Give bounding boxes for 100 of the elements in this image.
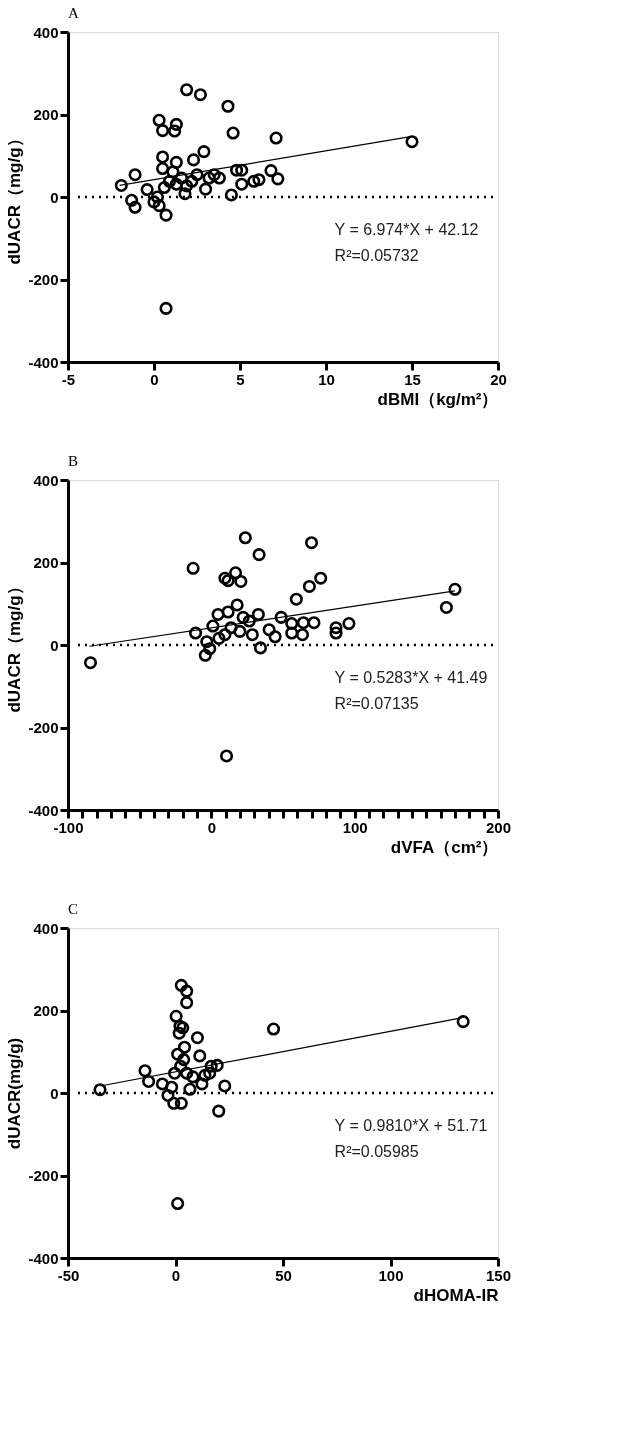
point (307, 616, 321, 630)
point (83, 656, 98, 670)
point (156, 124, 170, 138)
point (183, 1082, 197, 1096)
point (229, 566, 243, 580)
point (285, 626, 299, 640)
point (150, 190, 164, 204)
chart-title: A (68, 5, 79, 21)
chart-title: B (68, 453, 79, 469)
point (329, 626, 343, 640)
point (211, 607, 225, 622)
point (252, 173, 266, 187)
y-tick-label: -400 (28, 801, 59, 819)
x-axis-title: dBMI（kg/m²） (377, 389, 499, 409)
point (329, 621, 343, 635)
point (169, 117, 183, 131)
point (252, 548, 266, 562)
y-tick-label: -200 (28, 1167, 59, 1184)
point (174, 171, 189, 185)
point (138, 1064, 152, 1078)
point (269, 131, 283, 145)
point (193, 1049, 207, 1063)
y-tick-label: -200 (28, 271, 59, 288)
annotation: Y = 0.5283*X + 41.49 (334, 669, 488, 686)
point (212, 1104, 226, 1118)
annotation: Y = 0.9810*X + 51.71 (334, 1117, 488, 1134)
y-tick-label: -400 (28, 353, 59, 371)
x-tick-label: 0 (171, 1266, 181, 1284)
x-tick-label: 50 (275, 1266, 292, 1284)
point (285, 617, 299, 631)
point (93, 1083, 107, 1097)
x-tick-label: 20 (490, 370, 507, 388)
point (210, 1058, 224, 1072)
point (314, 571, 328, 585)
point (212, 171, 226, 185)
point (190, 1031, 204, 1045)
point (169, 1009, 183, 1023)
y-tick-label: 200 (33, 554, 59, 571)
point (207, 168, 221, 182)
point (185, 174, 199, 188)
x-tick-label: 0 (150, 370, 159, 388)
point (152, 113, 166, 127)
point (174, 1059, 188, 1073)
y-tick-label: 0 (50, 188, 59, 206)
point (189, 626, 203, 640)
point (162, 174, 177, 188)
point (274, 610, 288, 624)
point (235, 177, 249, 191)
point (114, 178, 128, 192)
point (171, 1047, 185, 1061)
point (245, 628, 259, 642)
y-tick-label: 400 (33, 919, 59, 937)
point (177, 1040, 192, 1054)
point (125, 193, 139, 207)
point (147, 195, 161, 209)
point (200, 635, 214, 649)
annotation: Y = 6.974*X + 42.12 (334, 221, 479, 238)
point (155, 1077, 169, 1091)
point (206, 619, 220, 633)
point (218, 1079, 232, 1093)
point (224, 621, 238, 635)
y-tick-label: -400 (28, 1249, 59, 1267)
x-axis-title: dHOMA-IR (413, 1285, 499, 1305)
point (180, 996, 194, 1010)
point (157, 180, 171, 195)
point (234, 574, 248, 589)
point (233, 624, 247, 638)
y-tick-label: 0 (50, 636, 59, 654)
point (226, 126, 240, 140)
x-tick-label: 150 (485, 1266, 512, 1284)
point (165, 1080, 179, 1094)
point (224, 188, 238, 202)
point (180, 83, 194, 97)
point (203, 1066, 217, 1080)
point (212, 631, 226, 645)
point (218, 628, 232, 642)
point (174, 1096, 188, 1110)
point (304, 536, 319, 550)
point (169, 155, 183, 169)
point (267, 1022, 281, 1036)
y-tick-label: 200 (33, 106, 59, 123)
point (169, 177, 183, 191)
x-tick-label: 15 (404, 370, 421, 388)
point (186, 1070, 200, 1084)
point (140, 183, 154, 197)
point (174, 978, 188, 992)
x-tick-label: -5 (61, 370, 76, 388)
x-tick-label: -50 (57, 1266, 80, 1284)
x-tick-label: 200 (485, 818, 512, 836)
y-axis-title: dUACR(mg/g) (5, 1037, 25, 1150)
point (128, 200, 142, 214)
point (296, 616, 310, 630)
point (199, 182, 213, 196)
point (198, 1068, 212, 1082)
point (253, 641, 268, 655)
point (197, 145, 211, 159)
y-tick-label: 200 (33, 1002, 59, 1019)
point (180, 1066, 194, 1080)
point (439, 600, 453, 614)
point (156, 150, 170, 164)
